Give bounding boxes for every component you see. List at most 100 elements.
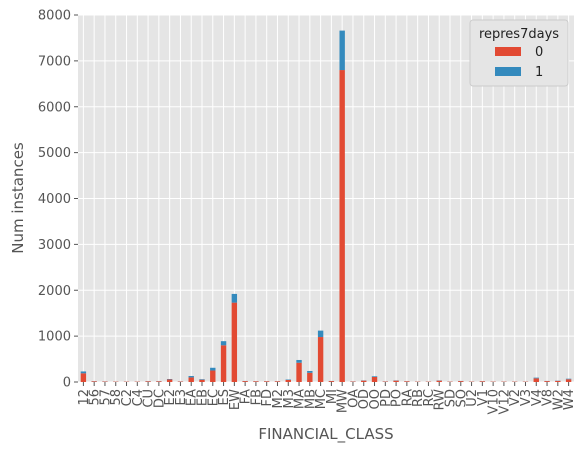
x-tick-label: MW: [336, 389, 351, 413]
bar-MI-series-0: [328, 381, 335, 382]
x-tick-label: V2: [508, 389, 523, 406]
bar-EB-series-1: [199, 379, 205, 380]
x-tick-label: DC: [152, 389, 167, 408]
x-tick-label: V10: [487, 389, 502, 414]
bar-V4-series-1: [533, 377, 539, 379]
x-tick-label: RC: [422, 389, 437, 406]
x-tick-label: C2: [120, 389, 135, 406]
bar-MW-series-1: [339, 30, 345, 71]
x-tick-label: V1: [476, 389, 491, 406]
x-tick-label: W2: [551, 389, 566, 410]
bar-EC-series-0: [210, 370, 216, 382]
x-tick-label: E3: [174, 389, 189, 406]
x-tick-label: MI: [325, 389, 340, 404]
bar-FD-series-0: [264, 381, 270, 382]
bar-SO-series-0: [458, 381, 464, 382]
legend-swatch-1: [495, 67, 521, 76]
bar-ES-series-1: [220, 341, 227, 346]
x-tick-label: MC: [314, 389, 329, 409]
bar-V4-series-0: [533, 378, 539, 382]
y-tick-label: 6000: [38, 100, 71, 115]
x-tick-label: RW: [433, 389, 448, 411]
bar-E2-series-0: [166, 379, 173, 382]
y-tick-label: 3000: [38, 238, 71, 253]
legend-label-1: 1: [535, 65, 543, 80]
x-tick-label: FB: [249, 389, 264, 405]
bar-MC-series-1: [317, 330, 324, 338]
x-tick-label: C4: [131, 389, 146, 406]
x-tick-label: V4: [530, 389, 545, 406]
x-tick-label: SD: [444, 389, 459, 407]
bar-EA-series-0: [188, 377, 194, 382]
bar-56-series-0: [91, 381, 97, 382]
x-tick-label: RA: [400, 389, 415, 407]
x-tick-label: V3: [519, 389, 534, 406]
x-tick-label: U2: [465, 389, 480, 407]
y-tick-label: 2000: [38, 284, 71, 299]
x-tick-label: MB: [303, 389, 318, 409]
x-tick-label: E2: [163, 389, 178, 406]
bar-MA-series-1: [296, 359, 302, 363]
bar-EW-series-1: [231, 293, 238, 303]
x-tick-label: RB: [411, 389, 426, 407]
y-tick-label: 4000: [38, 192, 71, 207]
bar-12-series-0: [80, 373, 87, 382]
x-tick-label: V8: [541, 389, 556, 406]
x-tick-label: M2: [271, 389, 286, 409]
x-tick-label: EB: [196, 389, 211, 406]
legend-label-0: 0: [535, 45, 543, 60]
y-tick-label: 5000: [38, 146, 71, 161]
y-axis-label: Num instances: [9, 142, 27, 254]
x-tick-label: V12: [497, 389, 512, 414]
x-tick-label: MA: [293, 389, 308, 409]
x-axis-label: FINANCIAL_CLASS: [258, 425, 393, 444]
y-tick-label: 7000: [38, 54, 71, 69]
y-tick-label: 0: [63, 376, 71, 391]
x-tick-label: 58: [109, 389, 124, 406]
bar-ES-series-0: [220, 345, 227, 382]
x-tick-label: OD: [357, 389, 372, 409]
x-tick-label: EA: [185, 389, 200, 406]
bar-EA-series-1: [188, 376, 194, 378]
bar-W4-series-0: [565, 379, 572, 382]
bar-MB-series-1: [307, 370, 313, 373]
x-tick-label: FD: [260, 389, 275, 407]
x-tick-label: EW: [228, 389, 243, 410]
x-tick-label: 57: [98, 389, 113, 406]
x-tick-label: ES: [217, 389, 232, 405]
bar-MC-series-0: [317, 337, 324, 382]
bar-CU-series-0: [145, 381, 151, 382]
y-tick-label: 1000: [38, 330, 71, 345]
bar-RA-series-0: [404, 381, 410, 382]
legend-title: repres7days: [479, 27, 559, 42]
x-tick-label: SO: [454, 389, 469, 407]
bar-W2-series-0: [555, 380, 561, 382]
x-tick-label: W4: [562, 389, 577, 410]
bar-M2-series-0: [274, 381, 281, 382]
bar-12-series-1: [80, 371, 87, 374]
x-tick-label: OA: [346, 389, 361, 408]
x-tick-label: OO: [368, 389, 383, 409]
bar-RW-series-0: [436, 380, 442, 382]
bar-OO-series-0: [371, 376, 378, 382]
x-axis-ticks: 12565758C2C4CUDCE2E3EAEBECESEWFAFBFDM2M3…: [77, 382, 577, 414]
legend: repres7days 0 1: [469, 19, 569, 87]
bar-M3-series-0: [285, 379, 291, 382]
x-tick-label: PD: [379, 389, 394, 407]
bar-MB-series-0: [307, 372, 313, 382]
y-tick-label: 8000: [38, 9, 71, 24]
x-tick-label: EC: [206, 389, 221, 406]
x-tick-label: 12: [77, 389, 92, 406]
bar-V8-series-0: [544, 381, 550, 382]
x-tick-label: M3: [282, 389, 297, 409]
bar-EB-series-0: [199, 379, 205, 382]
bar-EC-series-1: [210, 367, 216, 371]
bar-MA-series-0: [296, 362, 302, 382]
y-axis-ticks: 0 1000 2000 3000 4000 5000 6000 7000 8000: [38, 9, 78, 391]
bar-W4-series-1: [565, 378, 572, 380]
bar-EW-series-0: [231, 302, 238, 382]
x-tick-label: FA: [239, 389, 254, 404]
bar-MW-series-0: [339, 70, 345, 383]
bar-V1-series-0: [479, 381, 486, 382]
